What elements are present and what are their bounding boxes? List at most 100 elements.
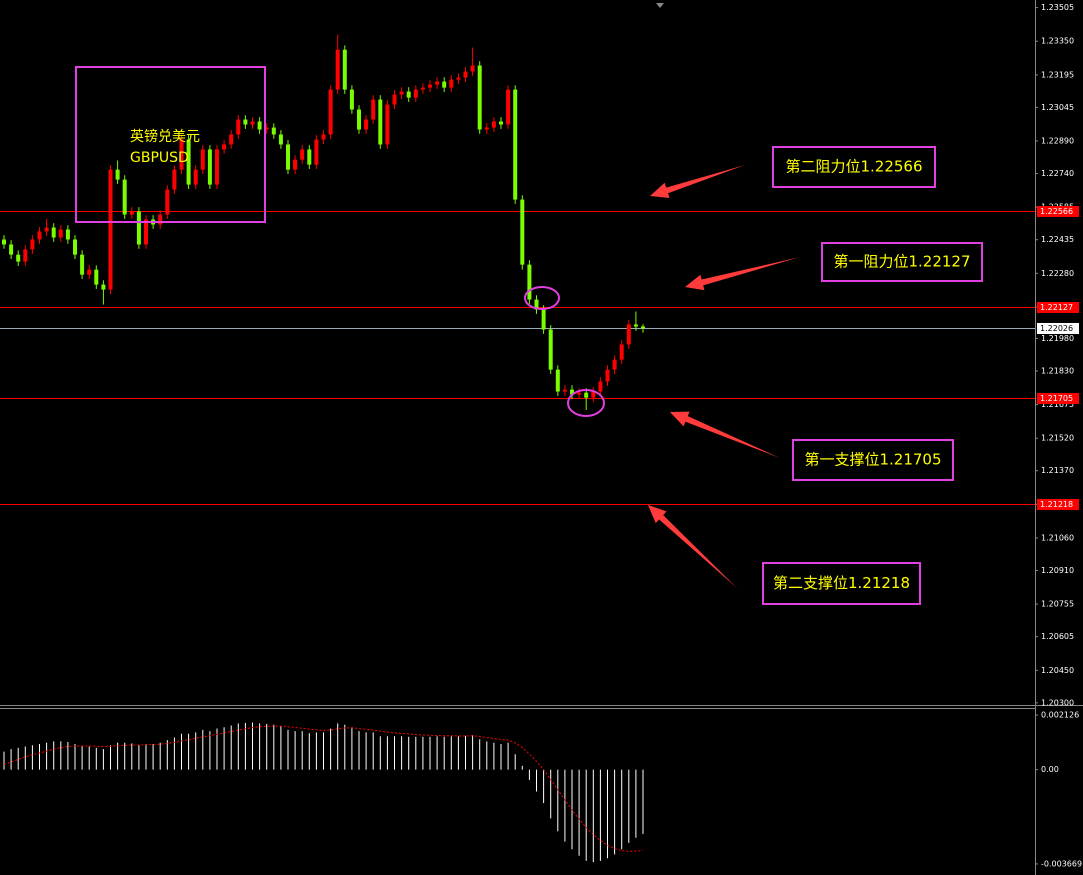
candle-body	[342, 49, 347, 90]
candle-body	[250, 121, 255, 125]
candle-body	[385, 104, 390, 145]
candle-body	[236, 119, 241, 135]
candle-body	[541, 309, 546, 330]
candle-body	[406, 91, 411, 98]
candle-body	[484, 127, 489, 130]
candle-body	[499, 121, 503, 125]
shift-marker	[656, 3, 664, 8]
candle-body	[314, 139, 319, 165]
candle-body	[80, 254, 85, 275]
y-tick-label: 1.20910	[1041, 566, 1074, 575]
candle-body	[30, 239, 35, 250]
candle-body	[186, 139, 191, 185]
candle-body	[477, 65, 482, 130]
candle-body	[506, 89, 511, 125]
label-box	[821, 242, 983, 282]
candle-body	[179, 139, 184, 170]
signal-line	[3, 725, 644, 852]
candle-body	[158, 214, 163, 225]
candle-body	[420, 87, 425, 90]
candle-body	[51, 227, 56, 238]
y-tick-label: 0.00	[1041, 765, 1059, 774]
candle-body	[16, 254, 21, 262]
candle-body	[222, 144, 227, 150]
y-tick-label: 1.21060	[1041, 533, 1074, 542]
candle-body	[463, 71, 468, 78]
candle-body	[321, 134, 326, 140]
candle-body	[172, 169, 177, 190]
candle-body	[207, 149, 212, 185]
pair-label: 英镑兑美元	[130, 128, 200, 145]
highlight-circle	[524, 286, 560, 310]
candle-body	[264, 127, 269, 130]
level-label-box	[1037, 302, 1079, 313]
candle-body	[271, 127, 276, 135]
level-label: 1.22566	[1040, 207, 1073, 216]
candle-body	[136, 211, 141, 245]
candle-body	[300, 149, 305, 160]
label-box	[762, 562, 921, 605]
candle-body	[129, 211, 134, 215]
candle-body	[534, 299, 539, 310]
y-tick-label: 1.20450	[1041, 666, 1074, 675]
candle-body	[399, 91, 404, 95]
candle-body	[428, 84, 432, 88]
arrow	[685, 257, 800, 291]
candle-body	[23, 249, 28, 262]
candle-body	[9, 244, 14, 255]
candle-body	[548, 329, 553, 370]
arrow	[670, 411, 780, 458]
y-tick-label: 1.23195	[1041, 70, 1074, 79]
level-label: 1.21218	[1040, 500, 1073, 509]
candle-body	[193, 169, 198, 185]
candle-body	[335, 49, 340, 90]
candle-body	[598, 381, 603, 392]
level-annotation: 第一阻力位1.22127	[833, 253, 970, 271]
candle-body	[115, 169, 120, 180]
candle-body	[633, 324, 638, 327]
candle-body	[456, 77, 461, 80]
highlight-circle	[567, 389, 605, 417]
candle-body	[435, 81, 440, 85]
candle-body	[307, 149, 312, 165]
candle-body	[349, 89, 354, 110]
candle-body	[215, 149, 219, 185]
y-tick-label: 1.20300	[1041, 698, 1074, 707]
level-annotation: 第二阻力位1.22566	[785, 158, 922, 176]
candle-body	[328, 89, 333, 135]
candle-body	[626, 324, 631, 345]
candle-body	[44, 227, 49, 232]
candle-body	[577, 392, 582, 395]
y-tick-label: 1.23350	[1041, 37, 1074, 46]
candle-body	[562, 389, 567, 392]
candle-body	[144, 219, 148, 245]
candle-body	[527, 264, 532, 300]
y-tick-label: -0.003669	[1041, 859, 1082, 868]
candle-body	[413, 89, 418, 98]
candle-body	[442, 81, 447, 88]
candle-body	[58, 229, 63, 238]
candle-body	[122, 179, 127, 215]
current-price-box	[1037, 323, 1079, 334]
y-tick-label: 1.22435	[1041, 235, 1074, 244]
y-tick-label: 1.21830	[1041, 366, 1074, 375]
candle-body	[65, 229, 70, 240]
annotations: 英镑兑美元 GBPUSD 第二阻力位1.22566 第一阻力位1.22127 第一支撑位…	[75, 66, 983, 605]
current-price-label: 1.22026	[1040, 324, 1073, 333]
arrow	[650, 165, 745, 199]
candle-body	[371, 99, 376, 120]
candle-body	[200, 149, 205, 170]
y-tick-label: 1.22890	[1041, 137, 1074, 146]
candle-body	[520, 199, 525, 265]
candle-body	[449, 79, 454, 88]
y-tick-label: 1.21980	[1041, 334, 1074, 343]
level-annotation: 第一支撑位1.21705	[804, 451, 941, 469]
level-annotation: 第二支撑位1.21218	[773, 574, 910, 592]
candle-body	[612, 359, 617, 370]
candle-body	[2, 239, 6, 245]
level-label: 1.21705	[1040, 394, 1073, 403]
level-label-box	[1037, 499, 1079, 510]
y-tick-label: 1.21675	[1041, 400, 1074, 409]
